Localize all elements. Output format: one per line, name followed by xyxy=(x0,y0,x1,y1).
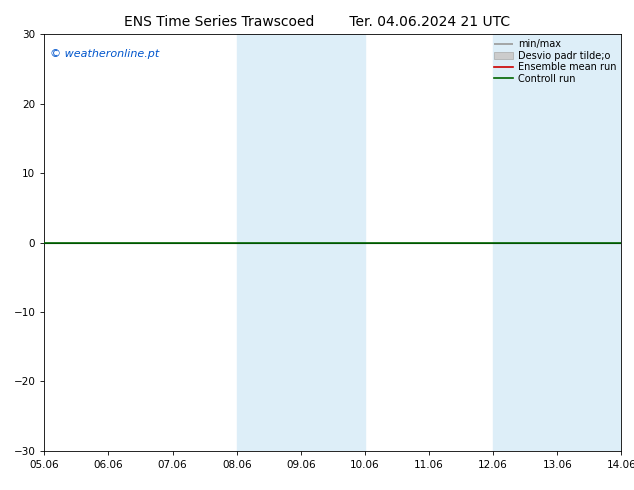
Text: © weatheronline.pt: © weatheronline.pt xyxy=(50,49,159,59)
Text: ENS Time Series Trawscoed        Ter. 04.06.2024 21 UTC: ENS Time Series Trawscoed Ter. 04.06.202… xyxy=(124,15,510,29)
Bar xyxy=(236,34,365,451)
Bar xyxy=(493,34,621,451)
Legend: min/max, Desvio padr tilde;o, Ensemble mean run, Controll run: min/max, Desvio padr tilde;o, Ensemble m… xyxy=(492,37,618,85)
